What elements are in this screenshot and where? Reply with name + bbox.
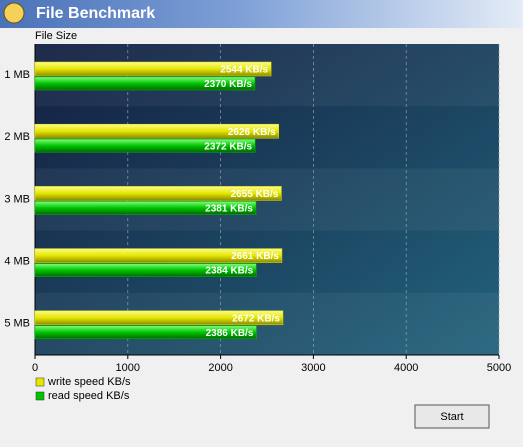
value-label: 2384 KB/s — [205, 266, 253, 277]
x-tick-label: 1000 — [116, 362, 140, 374]
bar — [34, 61, 272, 77]
bar — [34, 263, 257, 277]
value-label: 2370 KB/s — [204, 79, 252, 90]
x-tick-label: 4000 — [394, 362, 418, 374]
value-label: 2655 KB/s — [231, 189, 279, 200]
legend-swatch — [35, 391, 45, 401]
y-tick-label: 5 MB — [4, 318, 30, 330]
x-tick-label: 2000 — [208, 362, 232, 374]
value-label: 2626 KB/s — [228, 127, 276, 138]
bar — [34, 123, 279, 139]
x-tick-label: 3000 — [301, 362, 325, 374]
title-bar — [0, 0, 523, 28]
start-button[interactable] — [414, 404, 490, 429]
bar — [34, 310, 284, 326]
app-icon — [3, 2, 25, 24]
value-label: 2661 KB/s — [231, 251, 279, 262]
bar — [34, 201, 257, 215]
y-tick-label: 2 MB — [4, 131, 30, 143]
chart: 0 1000 2000 3000 4000 5000 1 MB 2 MB 3 MB 4 MB 5 M… — [4, 44, 511, 402]
start-button-label[interactable]: Start — [440, 411, 463, 423]
bar — [34, 138, 256, 153]
legend-label: write speed KB/s — [47, 376, 131, 388]
window-title: File Benchmark — [36, 5, 155, 22]
value-label: 2372 KB/s — [204, 141, 252, 152]
x-tick-label: 5000 — [487, 362, 511, 374]
bar — [34, 186, 282, 201]
value-label: 2386 KB/s — [206, 328, 254, 339]
y-tick-label: 3 MB — [4, 193, 30, 205]
legend-label: read speed KB/s — [48, 390, 130, 402]
y-axis-label: File Size — [35, 30, 77, 42]
value-label: 2544 KB/s — [220, 65, 268, 76]
y-tick-label: 1 MB — [4, 69, 30, 81]
x-tick-label: 0 — [32, 362, 38, 374]
bar — [34, 248, 283, 263]
y-tick-label: 4 MB — [4, 256, 30, 268]
bar — [34, 325, 257, 340]
legend-swatch — [35, 377, 45, 387]
value-label: 2672 KB/s — [232, 313, 280, 324]
value-label: 2381 KB/s — [205, 204, 253, 215]
bar — [34, 76, 256, 91]
